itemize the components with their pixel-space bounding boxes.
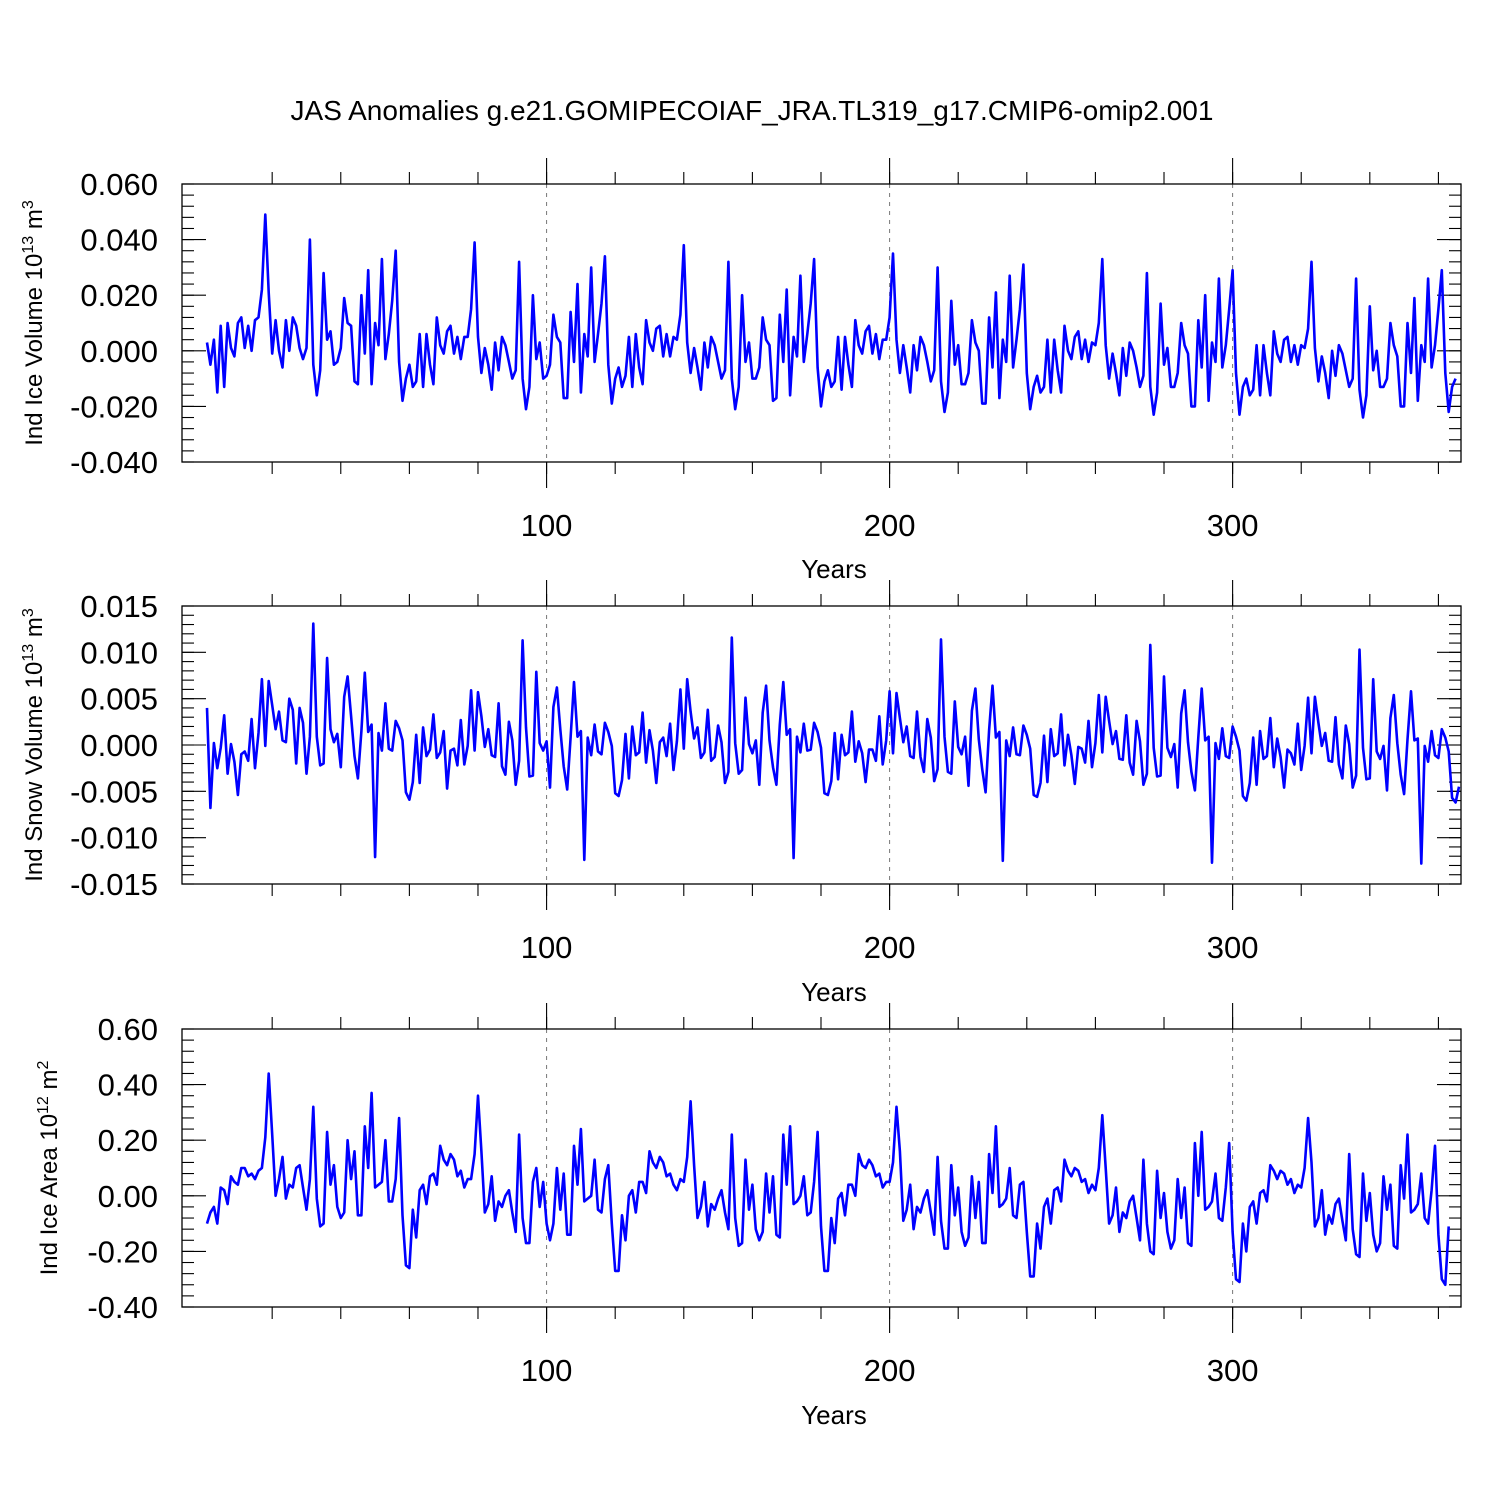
x-axis-label: Years xyxy=(801,1400,867,1430)
y-tick-label: 0.40 xyxy=(98,1068,158,1103)
y-tick-label: 0.015 xyxy=(80,589,158,624)
y-tick-label: 0.000 xyxy=(80,728,158,763)
y-axis-label: Ind Snow Volume 1013 m3 xyxy=(20,608,48,882)
panel-ice-area: Ind Ice Area 1012 m2 Years 0.60 0.40 0.20 0… xyxy=(35,1003,1462,1430)
x-tick-label: 100 xyxy=(521,930,573,965)
y-tick-label: 0.00 xyxy=(98,1179,158,1214)
chart-title: JAS Anomalies g.e21.GOMIPECOIAF_JRA.TL31… xyxy=(291,95,1214,126)
y-tick-label: -0.015 xyxy=(70,867,158,902)
x-tick-label: 200 xyxy=(864,1353,916,1388)
y-tick-label: -0.20 xyxy=(87,1234,158,1269)
x-tick-label: 300 xyxy=(1207,508,1259,543)
x-axis-label: Years xyxy=(801,554,867,584)
x-tick-label: 300 xyxy=(1207,930,1259,965)
x-axis-label: Years xyxy=(801,977,867,1007)
x-tick-label: 100 xyxy=(521,1353,573,1388)
y-tick-label: 0.010 xyxy=(80,635,158,670)
y-axis-label: Ind Ice Volume 1013 m3 xyxy=(20,200,48,446)
y-tick-label: 0.60 xyxy=(98,1012,158,1047)
y-tick-label: 0.000 xyxy=(80,334,158,369)
y-tick-label: -0.040 xyxy=(70,445,158,480)
y-tick-label: 0.020 xyxy=(80,278,158,313)
series-line xyxy=(205,213,1457,419)
x-tick-label: 100 xyxy=(521,508,573,543)
x-tick-label: 200 xyxy=(864,930,916,965)
x-tick-label: 300 xyxy=(1207,1353,1259,1388)
panel-ice-volume: Ind Ice Volume 1013 m3 Years 0.060 0.040 0… xyxy=(20,158,1462,584)
y-tick-label: -0.005 xyxy=(70,774,158,809)
y-tick-label: 0.060 xyxy=(80,167,158,202)
y-tick-label: 0.040 xyxy=(80,223,158,258)
panel-snow-volume: Ind Snow Volume 1013 m3 Years 0.015 0.010… xyxy=(20,580,1462,1007)
x-tick-label: 200 xyxy=(864,508,916,543)
y-tick-label: -0.40 xyxy=(87,1290,158,1325)
series-line xyxy=(205,622,1461,865)
y-tick-label: -0.020 xyxy=(70,389,158,424)
y-axis-label: Ind Ice Area 1012 m2 xyxy=(35,1060,63,1275)
series-line xyxy=(205,1072,1450,1287)
y-tick-label: 0.20 xyxy=(98,1123,158,1158)
y-tick-label: -0.010 xyxy=(70,821,158,856)
y-tick-label: 0.005 xyxy=(80,682,158,717)
